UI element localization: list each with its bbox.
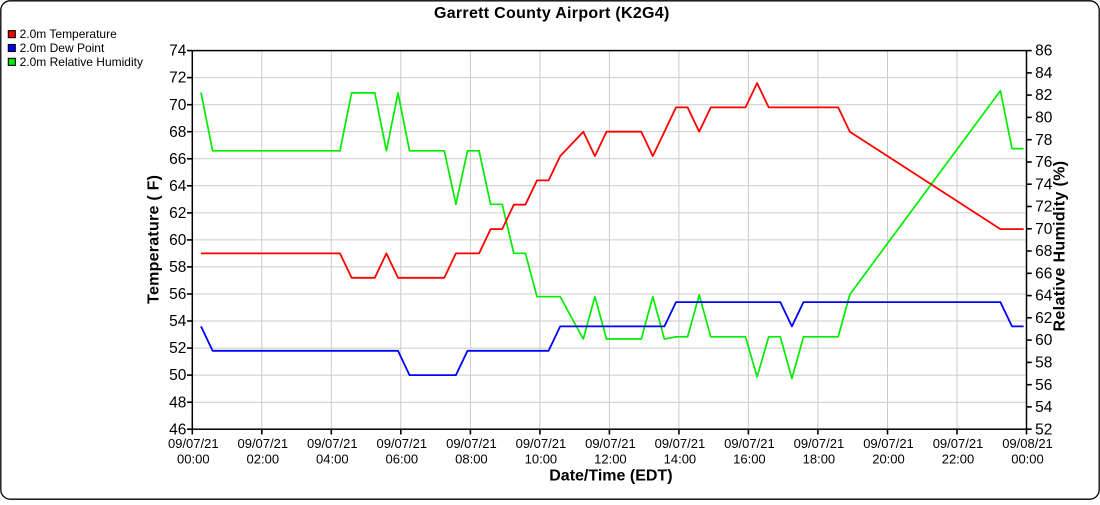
svg-text:70: 70 [169, 97, 187, 114]
svg-text:16:00: 16:00 [733, 451, 766, 466]
svg-text:72: 72 [169, 70, 186, 87]
svg-text:74: 74 [169, 43, 187, 60]
svg-text:09/07/21: 09/07/21 [446, 436, 497, 451]
svg-text:86: 86 [1035, 43, 1052, 60]
svg-text:2.0m Relative Humidity: 2.0m Relative Humidity [20, 55, 143, 69]
svg-text:82: 82 [1035, 87, 1052, 104]
svg-text:62: 62 [1035, 310, 1052, 327]
svg-text:00:00: 00:00 [1011, 451, 1044, 466]
svg-text:Date/Time (EDT): Date/Time (EDT) [549, 467, 672, 484]
svg-text:18:00: 18:00 [803, 451, 836, 466]
svg-text:09/07/21: 09/07/21 [516, 436, 567, 451]
svg-text:58: 58 [1035, 355, 1052, 372]
svg-text:64: 64 [169, 178, 187, 195]
svg-text:68: 68 [1035, 243, 1052, 260]
svg-text:Garrett County Airport (K2G4): Garrett County Airport (K2G4) [434, 5, 670, 22]
svg-text:09/07/21: 09/07/21 [794, 436, 845, 451]
svg-text:74: 74 [1035, 176, 1053, 193]
svg-text:46: 46 [169, 421, 186, 438]
svg-text:52: 52 [169, 340, 186, 357]
svg-text:54: 54 [1035, 399, 1053, 416]
svg-text:56: 56 [1035, 377, 1052, 394]
svg-text:62: 62 [169, 205, 186, 222]
svg-text:04:00: 04:00 [316, 451, 349, 466]
svg-text:60: 60 [169, 232, 187, 249]
svg-text:09/08/21: 09/08/21 [1002, 436, 1053, 451]
svg-text:66: 66 [169, 151, 186, 168]
svg-text:2.0m Dew Point: 2.0m Dew Point [20, 41, 105, 55]
svg-text:09/07/21: 09/07/21 [376, 436, 427, 451]
svg-text:70: 70 [1035, 221, 1053, 238]
svg-text:00:00: 00:00 [177, 451, 210, 466]
svg-text:54: 54 [169, 313, 187, 330]
svg-text:66: 66 [1035, 265, 1052, 282]
svg-text:72: 72 [1035, 199, 1052, 216]
svg-text:68: 68 [169, 124, 186, 141]
svg-text:60: 60 [1035, 332, 1053, 349]
svg-text:64: 64 [1035, 288, 1053, 305]
svg-text:22:00: 22:00 [942, 451, 975, 466]
svg-text:2.0m Temperature: 2.0m Temperature [20, 27, 117, 41]
svg-text:56: 56 [169, 286, 186, 303]
svg-text:09/07/21: 09/07/21 [168, 436, 219, 451]
svg-text:12:00: 12:00 [594, 451, 627, 466]
svg-text:48: 48 [169, 394, 186, 411]
svg-text:Temperature ( F): Temperature ( F) [146, 175, 163, 304]
svg-text:20:00: 20:00 [872, 451, 905, 466]
svg-text:Relative Humidity (%): Relative Humidity (%) [1052, 161, 1069, 332]
svg-text:09/07/21: 09/07/21 [237, 436, 288, 451]
svg-text:02:00: 02:00 [247, 451, 280, 466]
svg-text:52: 52 [1035, 421, 1052, 438]
svg-text:84: 84 [1035, 65, 1053, 82]
svg-text:09/07/21: 09/07/21 [307, 436, 358, 451]
svg-text:80: 80 [1035, 110, 1053, 127]
svg-text:76: 76 [1035, 154, 1052, 171]
svg-text:10:00: 10:00 [525, 451, 558, 466]
svg-text:09/07/21: 09/07/21 [724, 436, 775, 451]
svg-text:06:00: 06:00 [386, 451, 419, 466]
svg-text:58: 58 [169, 259, 186, 276]
svg-text:14:00: 14:00 [664, 451, 697, 466]
svg-text:09/07/21: 09/07/21 [585, 436, 636, 451]
svg-text:09/07/21: 09/07/21 [655, 436, 706, 451]
svg-text:09/07/21: 09/07/21 [863, 436, 914, 451]
svg-text:50: 50 [169, 367, 187, 384]
svg-text:78: 78 [1035, 132, 1052, 149]
svg-text:09/07/21: 09/07/21 [933, 436, 984, 451]
svg-text:08:00: 08:00 [455, 451, 488, 466]
